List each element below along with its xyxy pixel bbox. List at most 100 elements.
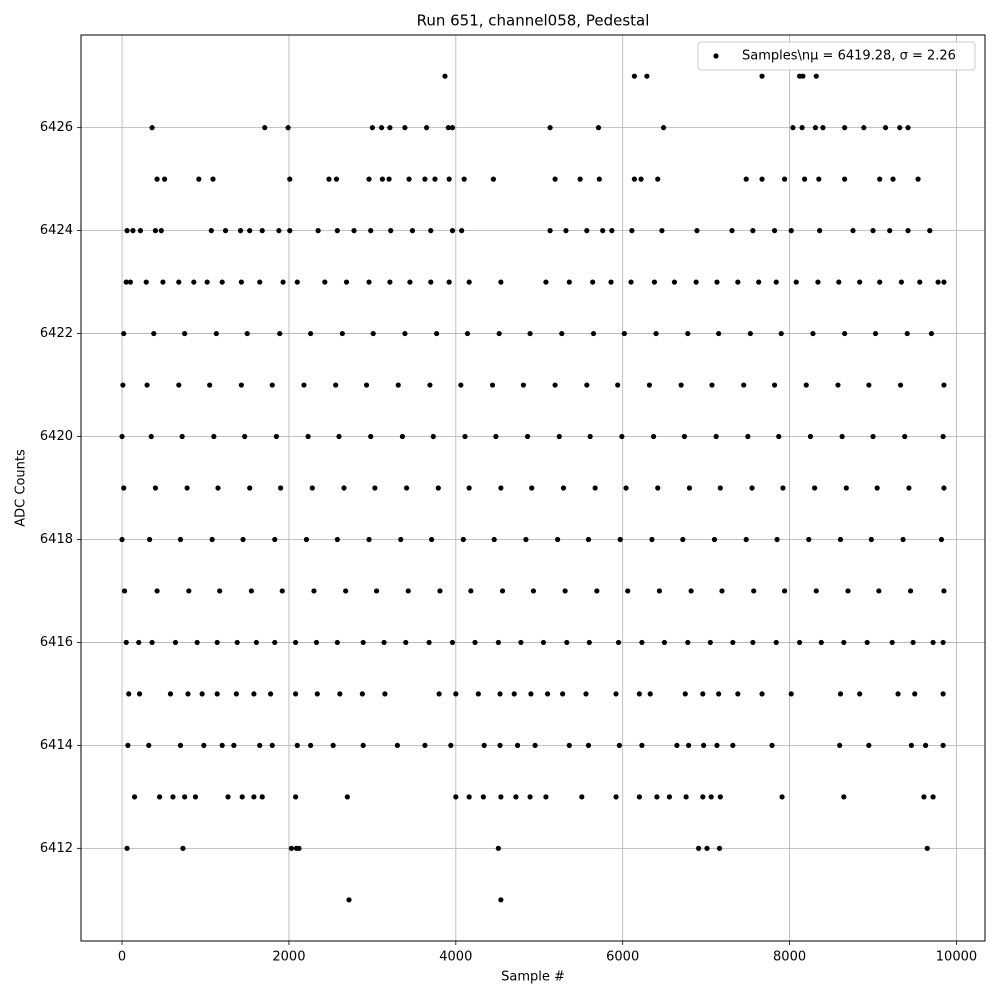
point [562,588,568,594]
plot-frame [80,34,986,942]
point [403,639,409,646]
point [273,433,280,440]
point [681,433,688,440]
point [234,639,240,646]
point [904,330,910,337]
point [778,330,784,337]
point [177,742,184,748]
point [146,536,153,543]
point [750,228,756,234]
point [207,382,213,388]
point [813,588,819,594]
point [759,73,765,79]
point [796,639,803,646]
point [399,433,406,440]
point [532,742,538,748]
point [759,176,765,182]
point [257,279,263,285]
point [403,485,410,491]
point [217,588,223,594]
point [296,845,302,851]
point [520,382,527,388]
point [615,382,621,388]
point [685,639,691,646]
point [868,536,874,543]
point [590,279,596,285]
y-tick-label: 6418 [40,532,73,547]
point [595,125,602,131]
point [326,176,332,182]
point [747,330,753,337]
point [428,228,434,234]
point [406,176,412,182]
point [210,176,216,182]
point [334,536,340,543]
point [594,588,600,594]
point [121,588,128,594]
point [449,639,456,646]
y-tick-label: 6412 [40,841,73,856]
point [131,794,138,800]
point [717,485,723,491]
point [940,742,946,748]
point [649,536,655,543]
point [219,279,225,285]
point [655,176,661,182]
point [373,588,380,594]
legend-box [697,41,976,71]
point [179,433,185,440]
point [586,639,592,646]
point [333,176,340,182]
point [158,228,164,234]
point [137,228,144,234]
point [259,794,265,800]
point [432,176,438,182]
point [743,536,749,543]
point [253,639,259,646]
point [810,330,816,337]
point [790,125,796,131]
point [428,279,434,285]
point [653,330,659,337]
point [908,742,915,748]
point [769,742,775,748]
point [552,176,558,182]
point [233,691,239,697]
point [895,691,901,697]
point [636,691,642,697]
point [458,382,464,388]
point [272,536,278,543]
point [407,279,413,285]
point [592,485,598,491]
point [898,279,904,285]
point [121,330,127,337]
point [368,433,374,440]
point [496,330,502,337]
point [756,279,762,285]
point [148,433,154,440]
point [621,330,627,337]
point [426,639,432,646]
point [921,794,927,800]
point [741,382,747,388]
point [608,279,614,285]
point [445,125,451,131]
point [460,536,466,543]
point [817,228,823,234]
point [313,639,320,646]
y-tick-label: 6414 [40,738,73,753]
point [600,228,606,234]
point [693,279,699,285]
point [280,279,286,285]
point [143,279,149,285]
point [566,742,572,748]
point [126,691,132,697]
point [511,691,517,697]
point [437,588,443,594]
point [540,639,547,646]
point [211,433,217,440]
y-tick-label: 6416 [40,635,73,650]
point [144,382,150,388]
point [651,279,658,285]
point [530,588,537,594]
